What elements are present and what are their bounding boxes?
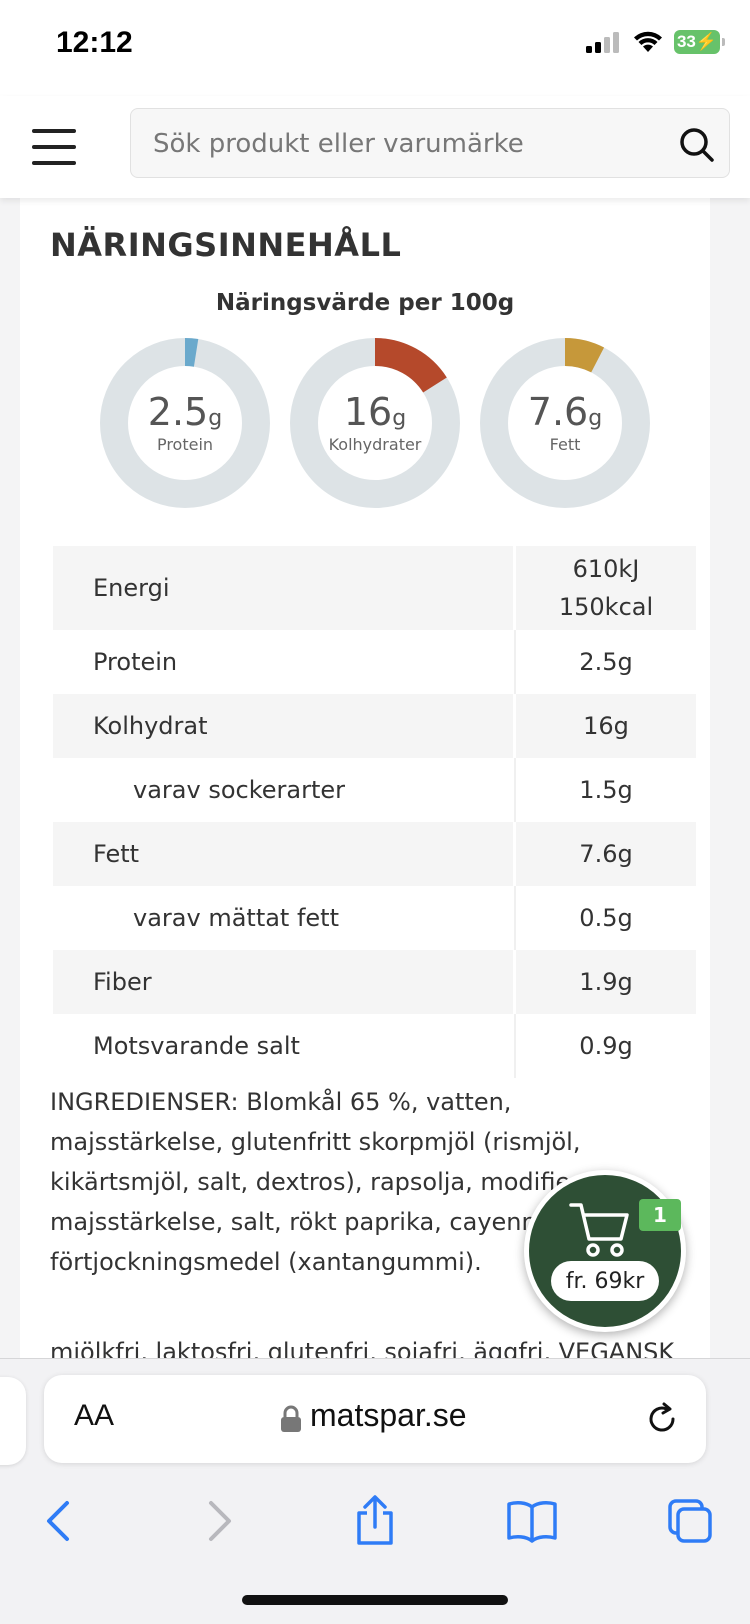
status-icons: 33 ⚡ xyxy=(586,30,725,54)
tabs-icon xyxy=(668,1499,712,1543)
nutrient-value: 1.5g xyxy=(579,776,633,804)
nutrient-value: 2.5g xyxy=(579,648,633,676)
reload-icon[interactable] xyxy=(644,1401,680,1437)
back-button[interactable] xyxy=(28,1491,88,1551)
book-icon xyxy=(507,1501,557,1543)
nutrient-name: Energi xyxy=(53,546,516,630)
url-text: matspar.se xyxy=(310,1397,467,1433)
nutrient-name: varav mättat fett xyxy=(53,886,516,950)
browser-toolbar: AA matspar.se xyxy=(0,1358,750,1624)
nutrient-value: 16g xyxy=(516,694,696,758)
nutrient-name: Fett xyxy=(53,822,516,886)
battery-level: 33 xyxy=(676,32,696,51)
cart-button[interactable]: 1 fr. 69kr xyxy=(524,1170,686,1332)
protein-donut: 2.5g Protein xyxy=(100,338,270,508)
nutrient-name: Protein xyxy=(53,630,516,694)
site-header xyxy=(0,96,750,198)
nutrient-value: 7.6g xyxy=(516,822,696,886)
status-time: 12:12 xyxy=(56,26,133,59)
bookmarks-button[interactable] xyxy=(502,1491,562,1551)
nutrition-subtitle: Näringsvärde per 100g xyxy=(215,290,515,316)
energy-kj: 610kJ xyxy=(572,555,640,583)
fat-donut-value: 7.6 xyxy=(527,389,589,434)
protein-donut-label: Protein xyxy=(156,434,214,454)
nutrient-name: Fiber xyxy=(53,950,516,1014)
share-button[interactable] xyxy=(345,1491,405,1551)
protein-donut-unit: g xyxy=(208,405,223,431)
text-size-label: AA xyxy=(74,1399,115,1432)
tabs-button[interactable] xyxy=(660,1491,720,1551)
table-row-energy: Energi 610kJ 150kcal xyxy=(53,546,696,630)
hamburger-menu-icon[interactable] xyxy=(30,126,78,168)
cellular-signal-icon xyxy=(586,32,619,53)
nutrient-value: 610kJ 150kcal xyxy=(516,546,696,630)
address-bar[interactable]: AA matspar.se xyxy=(44,1375,706,1463)
fat-donut: 7.6g Fett xyxy=(480,338,650,508)
table-row: Kolhydrat 16g xyxy=(53,694,696,758)
section-title: NÄRINGSINNEHÅLL xyxy=(50,226,402,264)
fat-donut-label: Fett xyxy=(549,434,581,454)
table-row: Fiber 1.9g xyxy=(53,950,696,1014)
carbohydrate-donut-value: 16 xyxy=(343,389,393,434)
share-icon xyxy=(357,1495,393,1545)
nutrient-name: varav sockerarter xyxy=(53,758,516,822)
table-row: varav mättat fett 0.5g xyxy=(53,886,696,950)
energy-kcal: 150kcal xyxy=(558,593,654,621)
table-row: Motsvarande salt 0.9g xyxy=(53,1014,696,1078)
protein-donut-ring xyxy=(100,338,270,508)
shopping-cart-icon xyxy=(569,1203,629,1257)
home-indicator[interactable] xyxy=(242,1595,508,1605)
wifi-icon xyxy=(634,31,662,52)
fat-donut-unit: g xyxy=(588,405,603,431)
status-bar: 12:12 33 ⚡ xyxy=(0,0,750,96)
carbohydrate-donut-unit: g xyxy=(392,405,407,431)
cart-count-badge: 1 xyxy=(639,1199,681,1231)
nutrient-name: Kolhydrat xyxy=(53,694,516,758)
nutrient-value: 0.5g xyxy=(579,904,633,932)
nutrient-name: Motsvarande salt xyxy=(53,1014,516,1078)
search-box[interactable] xyxy=(130,108,730,179)
previous-tab-edge[interactable] xyxy=(0,1377,26,1465)
protein-donut-value: 2.5 xyxy=(147,389,209,434)
table-row: varav sockerarter 1.5g xyxy=(53,758,696,822)
nutrition-table: Energi 610kJ 150kcal Protein 2.5g Kolhyd… xyxy=(53,546,696,1078)
fat-donut-ring xyxy=(480,338,650,508)
carbohydrate-donut-label: Kolhydrater xyxy=(328,434,422,454)
carbohydrate-donut: 16g Kolhydrater xyxy=(290,338,460,508)
nutrient-value: 0.9g xyxy=(579,1032,633,1060)
table-row: Protein 2.5g xyxy=(53,630,696,694)
forward-button[interactable] xyxy=(190,1491,250,1551)
table-row: Fett 7.6g xyxy=(53,822,696,886)
search-icon[interactable] xyxy=(679,127,715,163)
carbohydrate-donut-ring xyxy=(290,338,460,508)
nutrient-value: 1.9g xyxy=(516,950,696,1014)
chevron-right-icon xyxy=(209,1501,231,1541)
lock-icon xyxy=(281,1405,301,1432)
search-input[interactable] xyxy=(153,109,653,179)
cart-price: fr. 69kr xyxy=(551,1261,659,1301)
battery-icon: 33 ⚡ xyxy=(674,30,725,54)
text-size-button[interactable]: AA xyxy=(74,1399,114,1433)
chevron-left-icon xyxy=(47,1501,69,1541)
